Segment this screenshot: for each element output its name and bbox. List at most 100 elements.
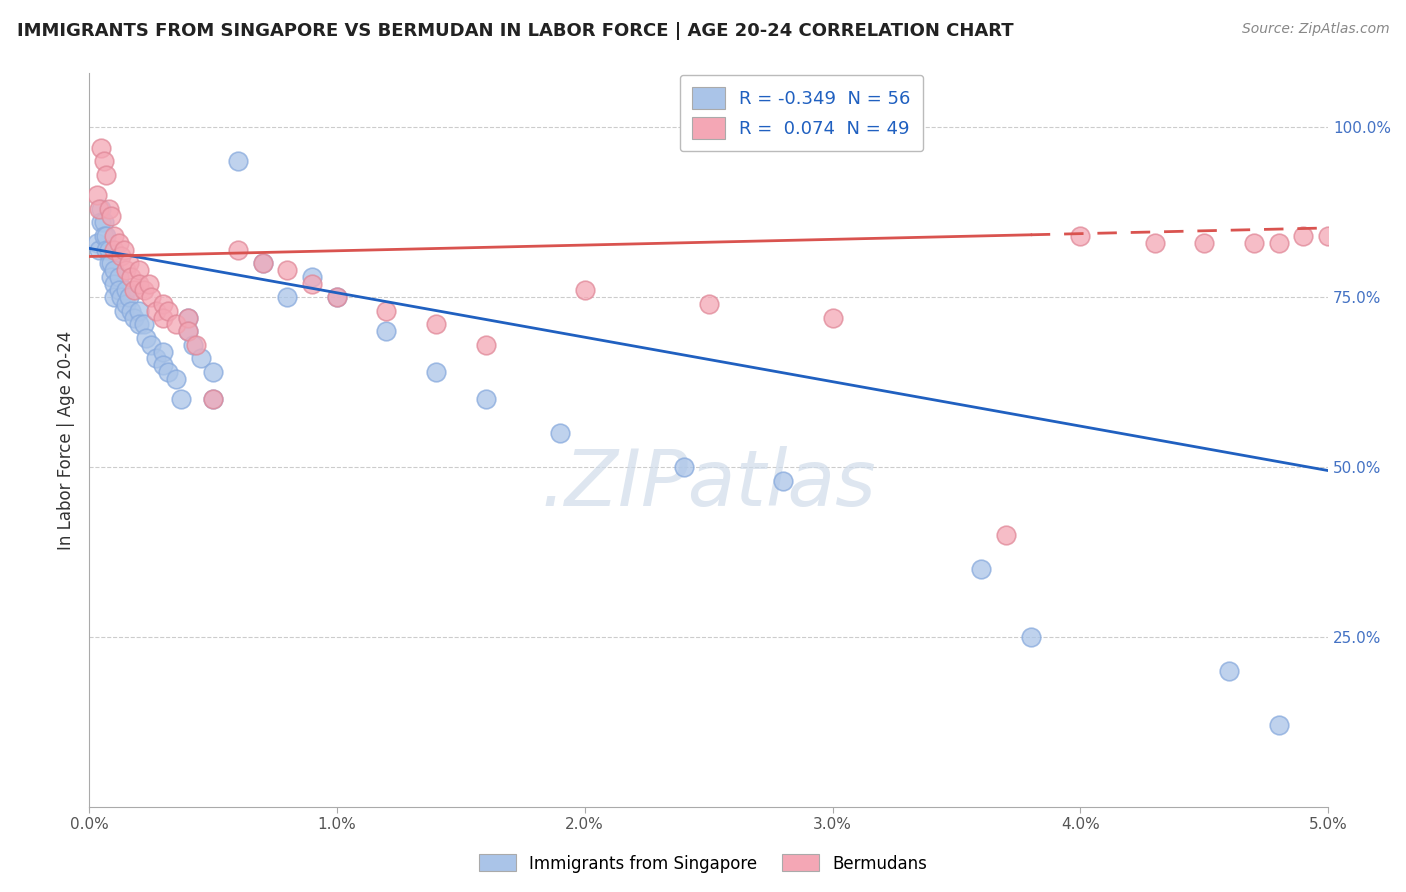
Point: [152, 297, 174, 311]
Point: [152, 344, 174, 359]
Point: [96, 168, 118, 182]
Point: [152, 358, 174, 372]
Point: [115, 297, 138, 311]
Point: [90, 215, 112, 229]
Point: [1292, 229, 1315, 244]
Point: [97, 243, 120, 257]
Point: [1019, 630, 1042, 644]
Point: [135, 331, 157, 345]
Point: [184, 338, 207, 352]
Point: [86, 188, 108, 202]
Point: [87, 243, 110, 257]
Point: [165, 318, 187, 332]
Point: [276, 263, 298, 277]
Point: [1267, 718, 1289, 732]
Point: [697, 297, 720, 311]
Point: [100, 269, 122, 284]
Point: [301, 277, 323, 291]
Point: [994, 528, 1017, 542]
Point: [548, 426, 571, 441]
Point: [138, 277, 160, 291]
Point: [128, 303, 150, 318]
Point: [93, 229, 115, 244]
Point: [139, 338, 162, 352]
Point: [145, 303, 167, 318]
Point: [90, 141, 112, 155]
Point: [170, 392, 193, 407]
Point: [107, 284, 129, 298]
Point: [276, 290, 298, 304]
Point: [93, 154, 115, 169]
Point: [252, 256, 274, 270]
Point: [375, 303, 398, 318]
Point: [107, 269, 129, 284]
Point: [190, 351, 212, 366]
Point: [110, 290, 132, 304]
Point: [1317, 229, 1340, 244]
Point: [1143, 235, 1166, 250]
Point: [165, 372, 187, 386]
Point: [103, 229, 125, 244]
Point: [97, 202, 120, 216]
Text: Source: ZipAtlas.com: Source: ZipAtlas.com: [1241, 22, 1389, 37]
Point: [112, 303, 135, 318]
Point: [226, 243, 249, 257]
Point: [252, 256, 274, 270]
Point: [177, 324, 200, 338]
Point: [112, 243, 135, 257]
Point: [93, 215, 115, 229]
Point: [226, 154, 249, 169]
Point: [110, 250, 132, 264]
Point: [181, 338, 204, 352]
Point: [128, 318, 150, 332]
Point: [128, 277, 150, 291]
Point: [96, 243, 118, 257]
Point: [425, 318, 447, 332]
Point: [1069, 229, 1091, 244]
Point: [97, 256, 120, 270]
Point: [118, 256, 141, 270]
Point: [86, 235, 108, 250]
Point: [301, 269, 323, 284]
Text: IMMIGRANTS FROM SINGAPORE VS BERMUDAN IN LABOR FORCE | AGE 20-24 CORRELATION CHA: IMMIGRANTS FROM SINGAPORE VS BERMUDAN IN…: [17, 22, 1014, 40]
Point: [1243, 235, 1265, 250]
Point: [103, 290, 125, 304]
Point: [1267, 235, 1289, 250]
Point: [115, 284, 138, 298]
Point: [152, 310, 174, 325]
Point: [132, 318, 155, 332]
Point: [107, 235, 129, 250]
Point: [100, 209, 122, 223]
Point: [122, 284, 145, 298]
Point: [1218, 664, 1240, 678]
Text: .ZIPatlas: .ZIPatlas: [541, 446, 876, 522]
Point: [87, 202, 110, 216]
Legend: R = -0.349  N = 56, R =  0.074  N = 49: R = -0.349 N = 56, R = 0.074 N = 49: [679, 75, 924, 152]
Point: [474, 392, 496, 407]
Point: [326, 290, 349, 304]
Point: [201, 392, 224, 407]
Point: [157, 365, 180, 379]
Point: [177, 310, 200, 325]
Point: [474, 338, 496, 352]
Point: [177, 310, 200, 325]
Point: [1192, 235, 1215, 250]
Point: [157, 303, 180, 318]
Point: [115, 263, 138, 277]
Point: [100, 256, 122, 270]
Point: [103, 277, 125, 291]
Point: [201, 365, 224, 379]
Point: [672, 460, 695, 475]
Point: [574, 284, 596, 298]
Point: [122, 310, 145, 325]
Point: [139, 290, 162, 304]
Point: [375, 324, 398, 338]
Point: [103, 243, 125, 257]
Point: [103, 263, 125, 277]
Point: [132, 284, 155, 298]
Point: [128, 263, 150, 277]
Point: [120, 269, 142, 284]
Point: [120, 303, 142, 318]
Point: [821, 310, 844, 325]
Point: [90, 202, 112, 216]
